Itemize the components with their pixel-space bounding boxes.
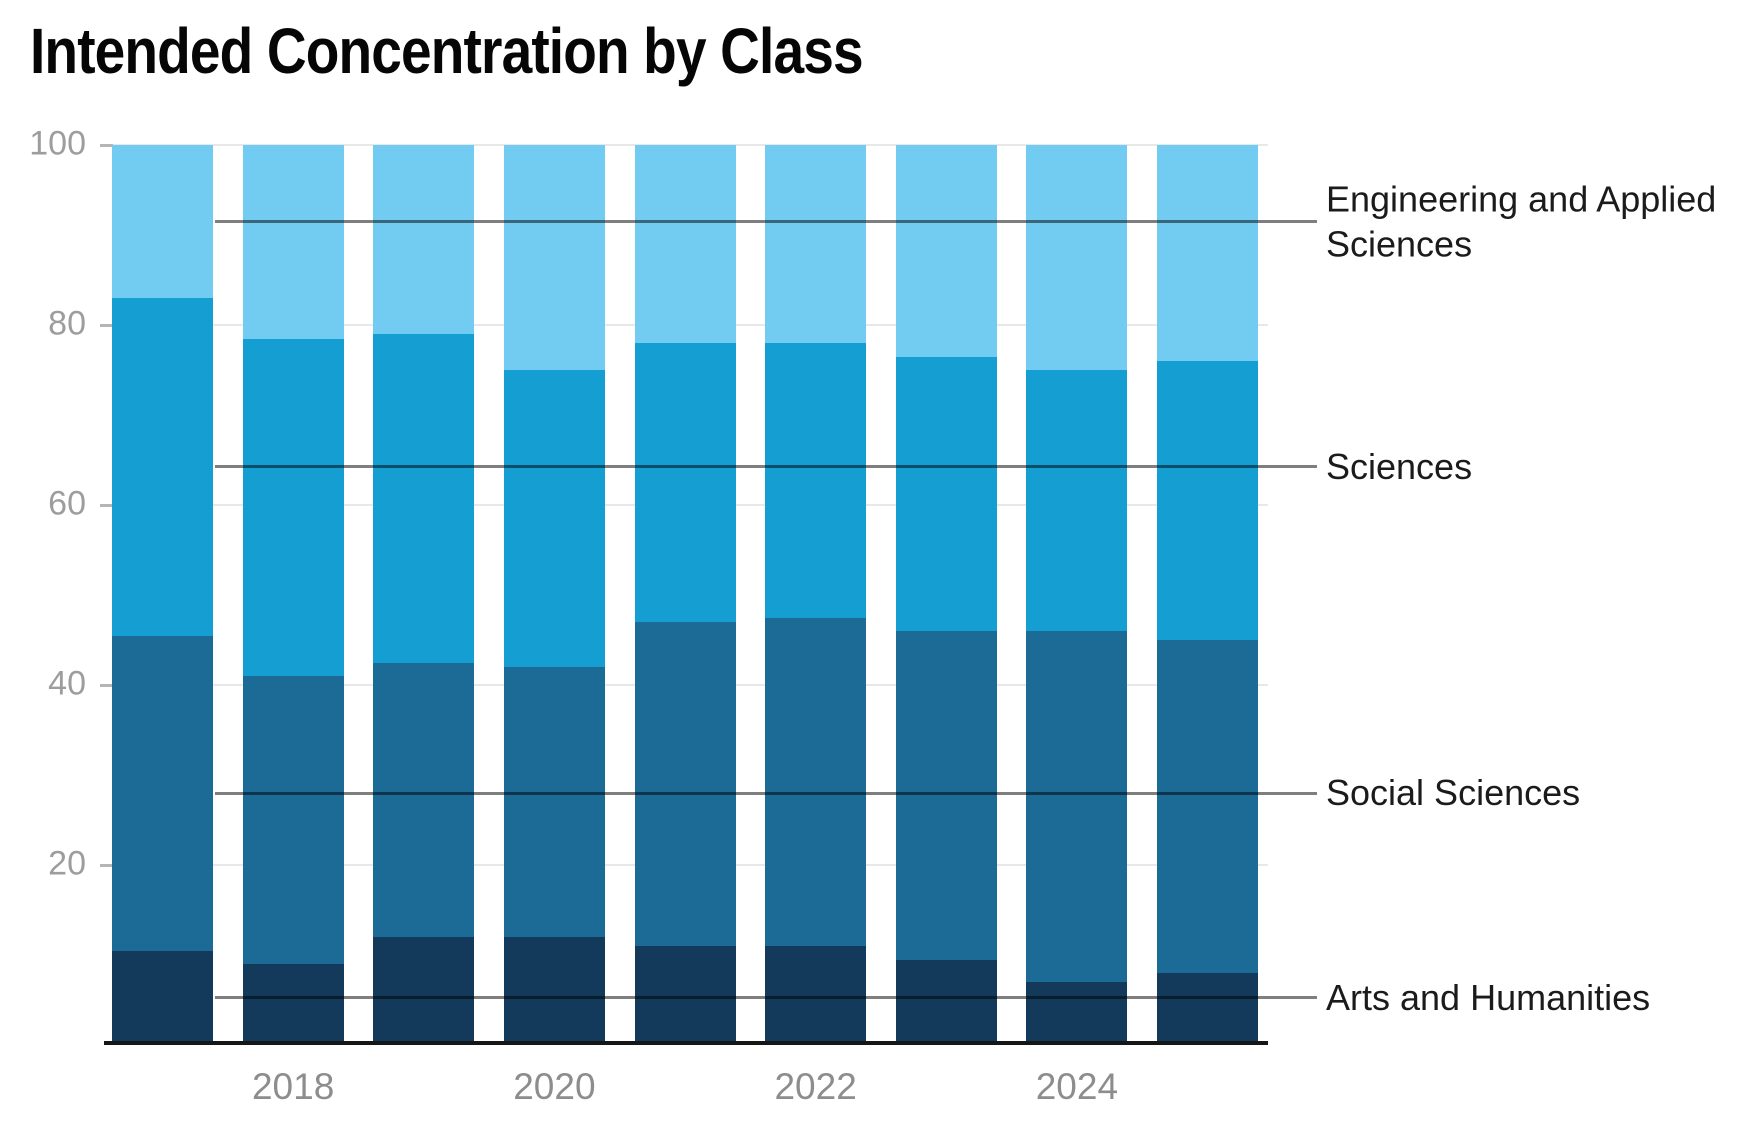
y-axis-tick-label-80: 80 [48, 304, 86, 343]
segment-arts-and-humanities-2025 [1157, 973, 1258, 1045]
segment-arts-and-humanities-2023 [895, 959, 997, 1045]
segment-sciences-2024 [1026, 370, 1128, 631]
segment-engineering-and-applied-sciences-2021 [634, 145, 736, 343]
segment-arts-and-humanities-2020 [503, 937, 605, 1045]
segment-arts-and-humanities-2018 [242, 964, 344, 1045]
segment-social-sciences-2025 [1157, 640, 1258, 973]
segment-sciences-2017 [112, 298, 213, 636]
bar-2025 [1157, 145, 1258, 1045]
segment-social-sciences-2021 [634, 622, 736, 946]
leader-line-arts-and-humanities [215, 996, 1317, 1000]
segment-social-sciences-2024 [1026, 631, 1128, 982]
segment-social-sciences-2018 [242, 676, 344, 964]
segment-sciences-2025 [1157, 361, 1258, 640]
x-axis-tick-label-2024: 2024 [1035, 1066, 1119, 1107]
bar-2018 [242, 145, 344, 1045]
segment-sciences-2018 [242, 338, 344, 676]
segment-sciences-2019 [373, 334, 475, 663]
bar-2022 [765, 145, 867, 1045]
bar-2023 [895, 145, 997, 1045]
segment-social-sciences-2020 [503, 667, 605, 937]
segment-social-sciences-2019 [373, 662, 475, 937]
y-axis-tick-label-60: 60 [48, 484, 86, 523]
series-label-sciences: Sciences [1326, 445, 1473, 487]
y-axis-tick-20 [100, 864, 113, 867]
segment-social-sciences-2023 [895, 631, 997, 960]
segment-engineering-and-applied-sciences-2019 [373, 145, 475, 334]
segment-arts-and-humanities-2021 [634, 946, 736, 1045]
y-axis-tick-60 [100, 504, 113, 507]
leader-line-sciences [215, 465, 1317, 469]
segment-engineering-and-applied-sciences-2017 [112, 145, 213, 298]
segment-engineering-and-applied-sciences-2018 [242, 145, 344, 339]
y-axis-tick-label-40: 40 [48, 664, 86, 703]
bar-2020 [503, 145, 605, 1045]
series-label-social-sciences: Social Sciences [1326, 772, 1581, 814]
segment-sciences-2023 [895, 356, 997, 631]
segment-engineering-and-applied-sciences-2025 [1157, 145, 1258, 361]
x-axis-line [104, 1041, 1268, 1045]
bar-2017 [112, 145, 213, 1045]
segment-sciences-2021 [634, 343, 736, 622]
segment-arts-and-humanities-2019 [373, 937, 475, 1045]
segment-engineering-and-applied-sciences-2022 [765, 145, 867, 343]
y-axis-tick-40 [100, 684, 113, 687]
bar-2024 [1026, 145, 1128, 1045]
leader-line-social-sciences [215, 791, 1317, 795]
x-axis-tick-label-2022: 2022 [774, 1066, 857, 1107]
segment-arts-and-humanities-2024 [1026, 982, 1128, 1045]
series-label-arts-and-humanities: Arts and Humanities [1326, 976, 1651, 1018]
bar-2019 [373, 145, 475, 1045]
segment-arts-and-humanities-2022 [765, 946, 867, 1045]
y-axis-tick-label-20: 20 [48, 844, 86, 883]
segment-sciences-2020 [503, 370, 605, 667]
bars-container [112, 145, 1258, 1045]
chart-title: Intended Concentration by Class [30, 15, 864, 87]
segment-engineering-and-applied-sciences-2020 [503, 145, 605, 370]
series-label-engineering-and-applied-sciences: Engineering and Applied Sciences [1326, 177, 1717, 265]
segment-sciences-2022 [765, 343, 867, 618]
leader-line-engineering-and-applied-sciences [215, 220, 1317, 223]
segment-social-sciences-2017 [112, 635, 213, 951]
y-axis-tick-100 [100, 144, 113, 147]
y-axis-tick-label-100: 100 [29, 124, 86, 163]
segment-engineering-and-applied-sciences-2024 [1026, 145, 1128, 370]
y-axis-tick-80 [100, 324, 113, 327]
x-axis-tick-label-2018: 2018 [251, 1066, 335, 1107]
bar-2021 [634, 145, 736, 1045]
segment-engineering-and-applied-sciences-2023 [895, 145, 997, 357]
x-axis-tick-label-2020: 2020 [513, 1066, 596, 1107]
segment-arts-and-humanities-2017 [112, 950, 213, 1045]
segment-social-sciences-2022 [765, 617, 867, 946]
